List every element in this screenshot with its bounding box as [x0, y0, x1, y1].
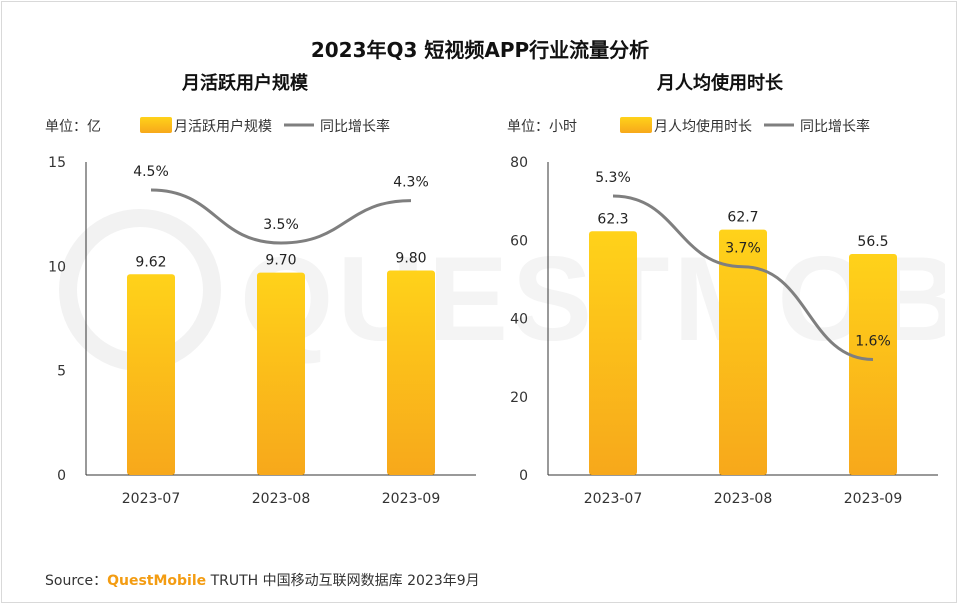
y-tick-label: 0	[519, 468, 528, 484]
page-title: 2023年Q3 短视频APP行业流量分析	[310, 38, 650, 62]
panel-title: 月活跃用户规模	[181, 72, 309, 94]
y-tick-label: 0	[57, 468, 66, 484]
bar	[387, 270, 435, 475]
source-prefix: Source：	[45, 573, 108, 589]
bar	[257, 272, 305, 475]
legend-bar-swatch	[140, 117, 172, 133]
unit-label: 单位：亿	[45, 119, 101, 135]
bar	[849, 253, 897, 475]
growth-label: 5.3%	[595, 170, 631, 186]
growth-label: 4.5%	[133, 164, 169, 180]
y-tick-label: 80	[510, 155, 528, 171]
source-note: Source：QuestMobile TRUTH 中国移动互联网数据库 2023…	[45, 570, 480, 590]
legend-line-label: 同比增长率	[320, 118, 390, 135]
y-tick-label: 5	[57, 364, 66, 380]
bar-value-label: 62.3	[597, 211, 628, 227]
legend-bar-label: 月人均使用时长	[654, 118, 752, 135]
bar	[589, 231, 637, 475]
x-tick-label: 2023-07	[584, 491, 643, 507]
y-tick-label: 40	[510, 312, 528, 328]
growth-label: 3.5%	[263, 217, 299, 233]
growth-line	[150, 188, 412, 245]
y-tick-label: 20	[510, 390, 528, 406]
unit-label: 单位：小时	[507, 119, 577, 135]
bar-value-label: 56.5	[857, 234, 888, 250]
x-tick-label: 2023-09	[844, 491, 903, 507]
legend-line-label: 同比增长率	[800, 118, 870, 135]
x-tick-label: 2023-09	[382, 491, 441, 507]
x-tick-label: 2023-07	[122, 491, 181, 507]
x-tick-label: 2023-08	[252, 491, 311, 507]
legend-bar-label: 月活跃用户规模	[174, 118, 272, 135]
bar	[719, 229, 767, 475]
source-brand: QuestMobile	[107, 573, 207, 589]
bar-value-label: 62.7	[727, 210, 758, 226]
growth-label: 1.6%	[855, 334, 891, 350]
growth-label: 3.7%	[725, 241, 761, 257]
y-tick-label: 10	[48, 259, 66, 275]
x-tick-label: 2023-08	[714, 491, 773, 507]
panel-title: 月人均使用时长	[656, 72, 784, 94]
source-suffix: TRUTH 中国移动互联网数据库 2023年9月	[206, 573, 480, 589]
y-tick-label: 60	[510, 233, 528, 249]
bar-value-label: 9.80	[395, 251, 426, 267]
bar-value-label: 9.70	[265, 253, 296, 269]
bar	[127, 274, 175, 475]
growth-line	[612, 194, 874, 362]
growth-label: 4.3%	[393, 175, 429, 191]
y-tick-label: 15	[48, 155, 66, 171]
legend-bar-swatch	[620, 117, 652, 133]
bar-value-label: 9.62	[135, 254, 166, 270]
